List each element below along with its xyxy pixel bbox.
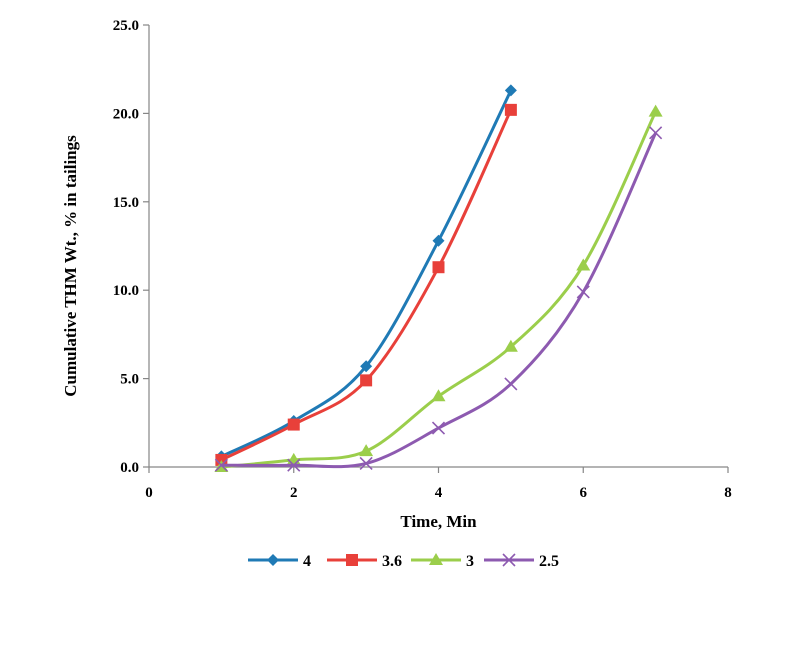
data-point: [287, 418, 300, 431]
series-line: [221, 110, 657, 469]
series-line: [220, 89, 513, 458]
x-tick-label: 6: [580, 485, 588, 501]
series-3: [214, 104, 663, 472]
data-point: [504, 84, 517, 97]
data-point: [359, 456, 373, 471]
legend-item: 4: [248, 553, 311, 570]
legend-label: 2.5: [539, 553, 559, 570]
x-tick-label: 0: [145, 485, 153, 501]
data-point: [360, 360, 373, 373]
legend-marker: [346, 554, 358, 566]
data-point: [576, 258, 591, 271]
legend-label: 3: [466, 553, 474, 570]
data-point: [432, 234, 445, 247]
y-tick-label: 20.0: [113, 106, 139, 122]
x-marker-stroke: [287, 458, 301, 472]
data-point: [431, 421, 446, 435]
y-tick-label: 5.0: [120, 372, 139, 388]
data-point: [649, 126, 663, 140]
data-point: [648, 104, 663, 117]
series-line: [221, 132, 657, 469]
series-4: [215, 84, 517, 463]
data-point: [287, 458, 301, 472]
legend: 4 3.6 3 2.5: [248, 553, 559, 570]
x-tick-label: 2: [290, 485, 298, 501]
data-point: [359, 444, 374, 457]
x-tick-label: 4: [435, 485, 443, 501]
data-point: [576, 285, 590, 299]
x-tick-label: 8: [724, 485, 732, 501]
data-point: [504, 377, 518, 391]
x-marker-stroke: [431, 421, 446, 435]
legend-marker: [502, 553, 516, 567]
x-marker-stroke: [502, 553, 516, 567]
data-point: [214, 458, 228, 472]
legend-label: 4: [303, 553, 311, 570]
y-tick-label: 0.0: [120, 460, 139, 476]
x-marker-stroke: [214, 458, 228, 472]
y-axis-title: Cumulative THM Wt., % in tailings: [61, 135, 80, 397]
data-point: [503, 339, 518, 352]
data-point: [432, 261, 445, 274]
x-marker-stroke: [649, 126, 663, 140]
legend-label: 3.6: [382, 553, 402, 570]
series-2-5: [214, 126, 663, 472]
series-layer: [214, 84, 663, 472]
x-marker-stroke: [576, 285, 590, 299]
y-tick-label: 25.0: [113, 18, 139, 34]
x-marker-stroke: [504, 377, 518, 391]
axes: 0.0 5.0 10.0 15.0 20.0 25.0 0 2 4 6 8: [113, 18, 732, 501]
legend-item: 2.5: [484, 553, 559, 570]
data-point: [504, 103, 517, 116]
x-axis-title: Time, Min: [400, 512, 477, 531]
legend-item: 3.6: [327, 553, 402, 570]
legend-marker: [267, 554, 279, 566]
series-line: [220, 109, 513, 462]
legend-marker: [429, 553, 443, 565]
data-point: [360, 374, 373, 387]
x-marker-stroke: [359, 456, 373, 471]
y-tick-label: 15.0: [113, 195, 139, 211]
y-tick-label: 10.0: [113, 283, 139, 299]
legend-item: 3: [411, 553, 474, 570]
data-point: [431, 389, 446, 402]
